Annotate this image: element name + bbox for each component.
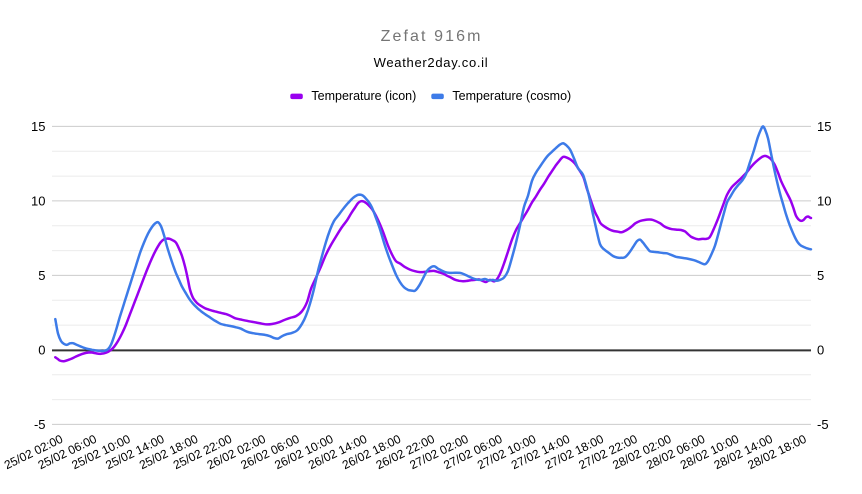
svg-text:0: 0	[817, 343, 824, 358]
svg-text:-5: -5	[817, 417, 829, 432]
svg-text:5: 5	[817, 268, 824, 283]
svg-text:0: 0	[38, 343, 45, 358]
svg-text:Zefat 916m: Zefat 916m	[381, 28, 483, 45]
svg-text:15: 15	[817, 119, 831, 134]
svg-text:-5: -5	[34, 417, 46, 432]
svg-text:10: 10	[817, 194, 831, 209]
svg-text:10: 10	[31, 194, 45, 209]
svg-text:15: 15	[31, 119, 45, 134]
svg-text:Temperature (icon): Temperature (icon)	[311, 89, 416, 103]
svg-text:Temperature (cosmo): Temperature (cosmo)	[452, 89, 571, 103]
svg-text:5: 5	[38, 268, 45, 283]
svg-text:Weather2day.co.il: Weather2day.co.il	[374, 55, 489, 70]
